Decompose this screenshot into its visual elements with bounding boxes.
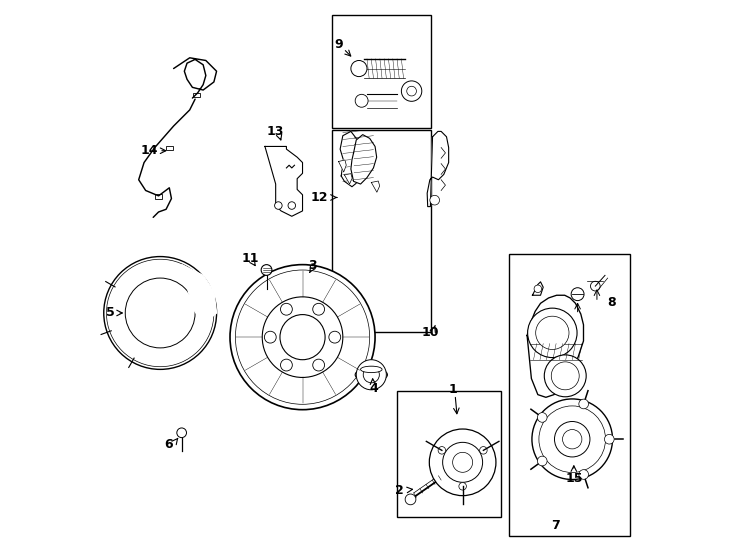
Circle shape bbox=[562, 429, 582, 449]
Circle shape bbox=[443, 442, 483, 482]
Circle shape bbox=[264, 331, 276, 343]
Circle shape bbox=[126, 278, 195, 348]
Circle shape bbox=[275, 202, 282, 210]
Circle shape bbox=[571, 288, 584, 301]
Circle shape bbox=[230, 265, 375, 410]
Text: 8: 8 bbox=[607, 296, 616, 309]
Circle shape bbox=[430, 195, 440, 205]
Circle shape bbox=[536, 316, 569, 349]
Circle shape bbox=[280, 359, 292, 371]
Text: 3: 3 bbox=[308, 259, 316, 272]
Circle shape bbox=[579, 399, 589, 409]
Circle shape bbox=[551, 362, 579, 390]
Circle shape bbox=[532, 399, 612, 480]
Text: 7: 7 bbox=[550, 519, 559, 532]
Text: 15: 15 bbox=[565, 472, 583, 485]
Polygon shape bbox=[427, 131, 448, 207]
Circle shape bbox=[429, 429, 496, 496]
Circle shape bbox=[554, 422, 590, 457]
Circle shape bbox=[479, 447, 487, 454]
Circle shape bbox=[528, 308, 577, 357]
Circle shape bbox=[329, 331, 341, 343]
Polygon shape bbox=[351, 134, 377, 184]
Circle shape bbox=[534, 285, 542, 293]
Circle shape bbox=[288, 202, 296, 210]
Circle shape bbox=[405, 494, 416, 505]
Circle shape bbox=[453, 453, 473, 472]
Text: 11: 11 bbox=[241, 252, 259, 265]
Text: 2: 2 bbox=[395, 484, 404, 497]
Polygon shape bbox=[527, 295, 584, 397]
Circle shape bbox=[407, 86, 416, 96]
Circle shape bbox=[537, 456, 547, 466]
Text: 9: 9 bbox=[335, 38, 344, 51]
Circle shape bbox=[280, 303, 292, 315]
Bar bbox=[332, 130, 432, 332]
Circle shape bbox=[401, 81, 422, 102]
Circle shape bbox=[313, 359, 324, 371]
Circle shape bbox=[605, 434, 614, 444]
Ellipse shape bbox=[360, 366, 382, 373]
Circle shape bbox=[177, 428, 186, 437]
Polygon shape bbox=[338, 160, 346, 172]
Polygon shape bbox=[181, 265, 217, 323]
Circle shape bbox=[545, 355, 586, 397]
Text: 13: 13 bbox=[267, 125, 284, 138]
Text: 1: 1 bbox=[448, 383, 457, 396]
Circle shape bbox=[103, 256, 217, 369]
Circle shape bbox=[356, 360, 386, 390]
Circle shape bbox=[438, 447, 446, 454]
Text: 10: 10 bbox=[421, 326, 439, 339]
Polygon shape bbox=[344, 174, 352, 184]
Circle shape bbox=[313, 303, 324, 315]
Circle shape bbox=[355, 94, 368, 107]
Bar bbox=[396, 391, 501, 517]
Circle shape bbox=[459, 483, 466, 490]
Circle shape bbox=[261, 265, 272, 275]
Text: 6: 6 bbox=[164, 438, 172, 451]
Bar bbox=[166, 146, 173, 150]
Text: 4: 4 bbox=[369, 382, 378, 395]
Circle shape bbox=[539, 406, 606, 472]
Polygon shape bbox=[371, 181, 379, 192]
Circle shape bbox=[262, 297, 343, 377]
Polygon shape bbox=[340, 131, 367, 187]
Circle shape bbox=[537, 413, 547, 422]
Bar bbox=[156, 194, 162, 199]
Circle shape bbox=[579, 470, 589, 480]
Text: 12: 12 bbox=[310, 191, 328, 204]
Circle shape bbox=[351, 60, 367, 77]
Circle shape bbox=[590, 281, 600, 291]
Polygon shape bbox=[532, 282, 543, 295]
Text: 5: 5 bbox=[106, 307, 115, 320]
Text: 14: 14 bbox=[141, 144, 158, 157]
Bar bbox=[193, 93, 200, 97]
Bar bbox=[332, 15, 432, 127]
Ellipse shape bbox=[355, 368, 388, 381]
Circle shape bbox=[363, 367, 379, 383]
Bar bbox=[509, 254, 631, 536]
Circle shape bbox=[280, 315, 325, 360]
Polygon shape bbox=[265, 146, 302, 217]
